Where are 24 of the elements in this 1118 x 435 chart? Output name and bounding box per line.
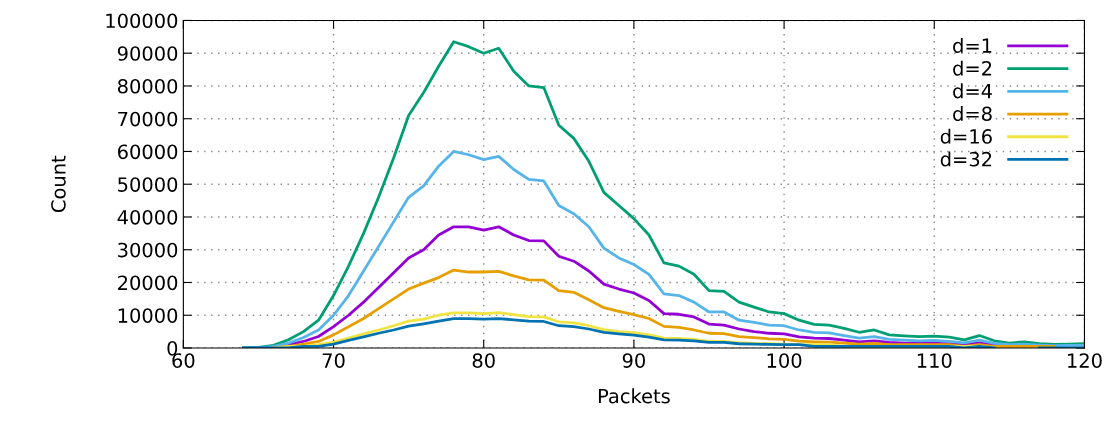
y-axis-title: Count <box>51 155 66 212</box>
x-tick-label: 120 <box>1068 353 1102 368</box>
y-tick-label: 20000 <box>118 275 178 291</box>
legend-label: d=4 <box>953 83 992 99</box>
y-tick-label: 60000 <box>117 144 178 160</box>
y-tick-label: 90000 <box>117 46 178 61</box>
y-tick-label: 50000 <box>118 177 178 192</box>
y-tick-label: 10000 <box>118 308 178 323</box>
y-tick-label: 100000 <box>106 13 178 29</box>
x-tick-label: 110 <box>917 353 952 368</box>
x-tick-label: 70 <box>322 353 345 368</box>
legend-label: d=8 <box>953 106 992 122</box>
y-tick-label: 70000 <box>118 111 178 127</box>
x-tick-label: 80 <box>472 353 495 368</box>
x-axis-title: Packets <box>598 388 670 404</box>
legend-label: d=32 <box>940 151 992 167</box>
y-tick-label: 40000 <box>117 209 178 225</box>
y-tick-label: 80000 <box>117 78 178 94</box>
x-tick-label: 100 <box>767 353 802 368</box>
legend-label: d=2 <box>953 60 992 76</box>
legend-label: d=16 <box>940 128 992 144</box>
y-tick-label: 30000 <box>118 242 178 258</box>
x-tick-label: 90 <box>622 353 645 368</box>
legend-label: d=1 <box>953 37 992 53</box>
